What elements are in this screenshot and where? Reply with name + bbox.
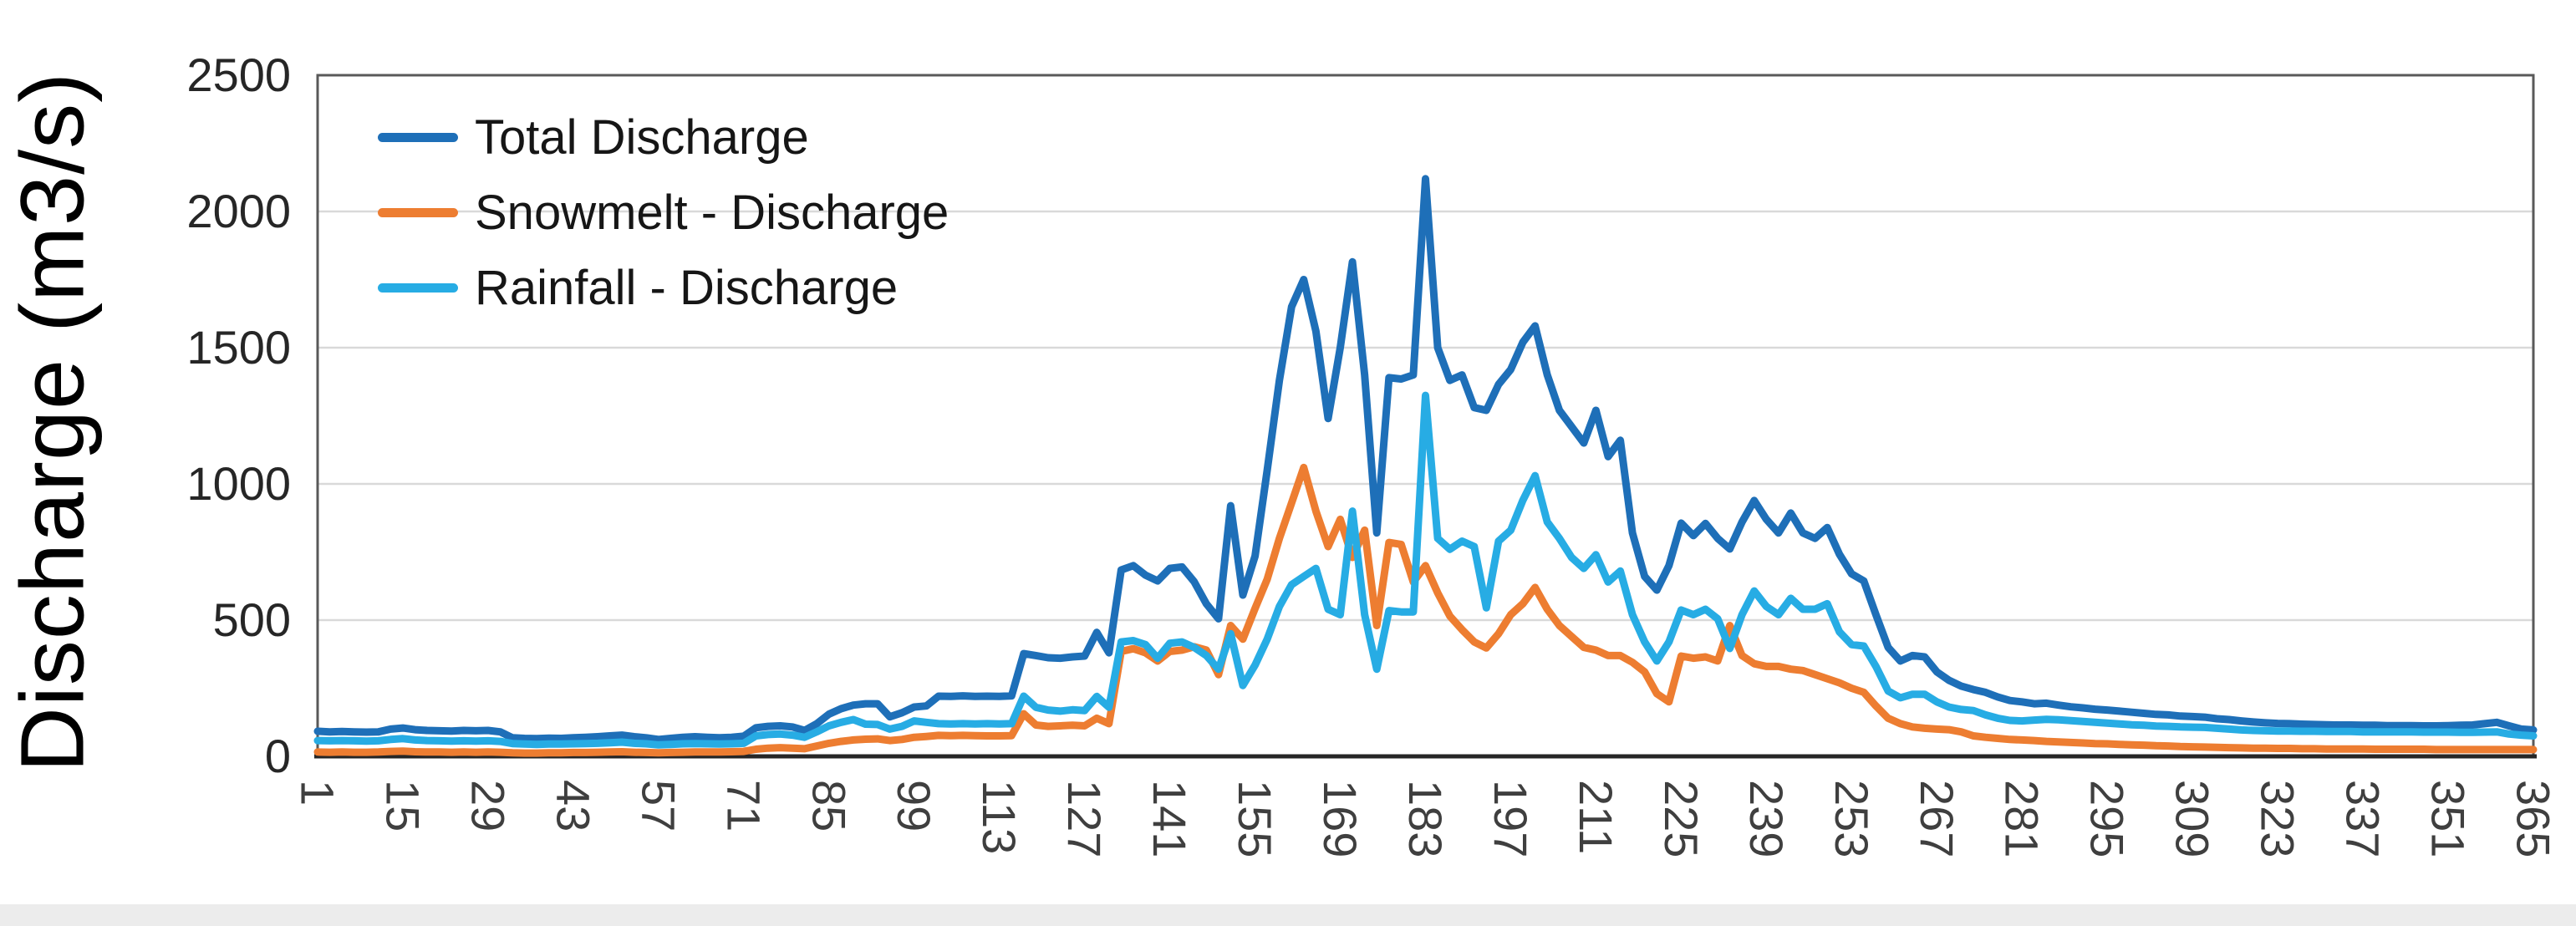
legend-item-rainfall: Rainfall - Discharge bbox=[378, 260, 949, 315]
x-tick-label-169: 169 bbox=[1314, 780, 1367, 857]
x-tick-label-183: 183 bbox=[1399, 780, 1452, 857]
y-tick-label-1500: 1500 bbox=[186, 321, 291, 374]
legend-label-rainfall: Rainfall - Discharge bbox=[475, 260, 899, 315]
legend: Total Discharge Snowmelt - Discharge Rai… bbox=[378, 109, 949, 315]
series-line-rainfall-discharge bbox=[313, 391, 2538, 749]
x-tick-label-85: 85 bbox=[802, 780, 855, 832]
x-tick-label-15: 15 bbox=[376, 780, 429, 832]
x-tick-label-155: 155 bbox=[1229, 780, 1281, 857]
x-tick-label-267: 267 bbox=[1911, 780, 1963, 857]
x-tick-label-99: 99 bbox=[888, 780, 940, 832]
y-tick-label-2500: 2500 bbox=[186, 48, 291, 101]
legend-label-total: Total Discharge bbox=[475, 109, 809, 165]
y-tick-label-1000: 1000 bbox=[186, 457, 291, 510]
x-tick-label-1: 1 bbox=[292, 780, 344, 806]
legend-item-snowmelt: Snowmelt - Discharge bbox=[378, 185, 949, 240]
x-tick-label-239: 239 bbox=[1740, 780, 1793, 857]
series-line-total-discharge bbox=[313, 175, 2538, 744]
legend-label-snowmelt: Snowmelt - Discharge bbox=[475, 185, 949, 240]
series-line-snowmelt-discharge bbox=[313, 463, 2538, 757]
x-tick-label-253: 253 bbox=[1825, 780, 1878, 857]
x-tick-label-225: 225 bbox=[1655, 780, 1708, 857]
x-tick-label-197: 197 bbox=[1484, 780, 1537, 857]
legend-item-total: Total Discharge bbox=[378, 109, 949, 165]
x-tick-label-71: 71 bbox=[717, 780, 770, 832]
x-tick-label-141: 141 bbox=[1143, 780, 1196, 857]
total-discharge-line-swatch bbox=[378, 132, 458, 142]
page-background-strip bbox=[0, 904, 2576, 926]
x-tick-label-351: 351 bbox=[2422, 780, 2475, 857]
x-tick-label-337: 337 bbox=[2337, 780, 2390, 857]
y-tick-label-2000: 2000 bbox=[186, 185, 291, 237]
x-tick-label-309: 309 bbox=[2166, 780, 2219, 857]
x-tick-label-295: 295 bbox=[2081, 780, 2134, 857]
x-tick-label-281: 281 bbox=[1996, 780, 2049, 857]
x-tick-label-211: 211 bbox=[1570, 780, 1622, 854]
x-tick-label-365: 365 bbox=[2507, 780, 2560, 857]
snowmelt-discharge-line-swatch bbox=[378, 207, 458, 217]
x-tick-label-127: 127 bbox=[1058, 780, 1111, 857]
rainfall-discharge-line-swatch bbox=[378, 282, 458, 293]
x-tick-label-29: 29 bbox=[461, 780, 514, 832]
x-tick-label-57: 57 bbox=[632, 780, 685, 832]
y-tick-label-0: 0 bbox=[265, 730, 291, 782]
y-tick-label-500: 500 bbox=[213, 593, 291, 646]
x-tick-label-43: 43 bbox=[547, 780, 599, 832]
x-tick-label-323: 323 bbox=[2252, 780, 2304, 857]
x-tick-label-113: 113 bbox=[973, 780, 1026, 854]
